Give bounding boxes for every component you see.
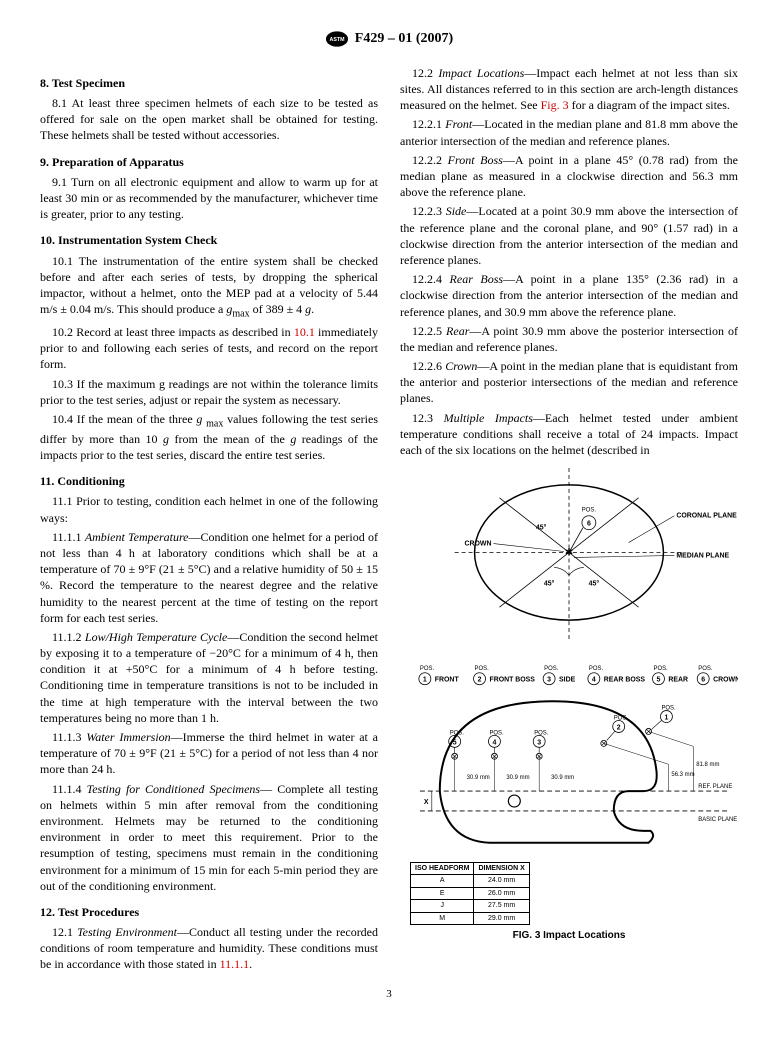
para-12-2-2: 12.2.2 Front Boss—A point in a plane 45°… xyxy=(400,152,738,201)
svg-text:X: X xyxy=(424,799,429,806)
para-11-1-1: 11.1.1 Ambient Temperature—Condition one… xyxy=(40,529,378,626)
section-8-title: 8. Test Specimen xyxy=(40,75,378,91)
svg-text:REAR BOSS: REAR BOSS xyxy=(604,677,646,684)
para-11-1-4: 11.1.4 Testing for Conditioned Specimens… xyxy=(40,781,378,894)
svg-text:REF. PLANE: REF. PLANE xyxy=(698,784,732,790)
svg-text:MEDIAN PLANE: MEDIAN PLANE xyxy=(676,553,729,560)
svg-text:3: 3 xyxy=(537,740,541,747)
svg-text:FRONT: FRONT xyxy=(435,677,460,684)
svg-text:30.9 mm: 30.9 mm xyxy=(506,775,529,781)
svg-text:1: 1 xyxy=(664,715,668,722)
ref-link-11-1-1[interactable]: 11.1.1 xyxy=(220,957,250,971)
para-11-1-3: 11.1.3 Water Immersion—Immerse the third… xyxy=(40,729,378,778)
para-8-1: 8.1 At least three specimen helmets of e… xyxy=(40,95,378,144)
svg-text:✱: ✱ xyxy=(565,548,573,559)
svg-text:45°: 45° xyxy=(536,524,547,532)
para-12-1: 12.1 Testing Environment—Conduct all tes… xyxy=(40,924,378,973)
svg-text:45°: 45° xyxy=(544,580,555,588)
svg-text:45°: 45° xyxy=(589,580,600,588)
svg-text:30.9 mm: 30.9 mm xyxy=(467,775,490,781)
para-12-3: 12.3 Multiple Impacts—Each helmet tested… xyxy=(400,410,738,459)
svg-text:5: 5 xyxy=(657,677,661,684)
svg-text:3: 3 xyxy=(547,677,551,684)
svg-text:POS.: POS. xyxy=(475,666,490,672)
svg-text:1: 1 xyxy=(423,677,427,684)
section-9-title: 9. Preparation of Apparatus xyxy=(40,154,378,170)
svg-text:POS.: POS. xyxy=(589,666,604,672)
para-10-3: 10.3 If the maximum g readings are not w… xyxy=(40,376,378,408)
svg-text:CROWN: CROWN xyxy=(713,677,738,684)
svg-text:6: 6 xyxy=(587,521,591,528)
ref-link-10-1[interactable]: 10.1 xyxy=(294,325,315,339)
svg-text:5: 5 xyxy=(453,740,457,747)
section-10-title: 10. Instrumentation System Check xyxy=(40,232,378,248)
para-9-1: 9.1 Turn on all electronic equipment and… xyxy=(40,174,378,223)
svg-text:4: 4 xyxy=(592,677,596,684)
para-10-4: 10.4 If the mean of the three g max valu… xyxy=(40,411,378,463)
section-12-title: 12. Test Procedures xyxy=(40,904,378,920)
svg-text:CORONAL PLANE: CORONAL PLANE xyxy=(676,513,737,520)
svg-text:6: 6 xyxy=(701,677,705,684)
designation: F429 – 01 (2007) xyxy=(355,30,453,49)
svg-text:CROWN: CROWN xyxy=(464,541,491,548)
svg-text:SIDE: SIDE xyxy=(559,677,576,684)
content-columns: 8. Test Specimen 8.1 At least three spec… xyxy=(40,65,738,975)
svg-text:POS.: POS. xyxy=(582,508,597,514)
para-12-2-6: 12.2.6 Crown—A point in the median plane… xyxy=(400,358,738,407)
svg-text:30.9 mm: 30.9 mm xyxy=(551,775,574,781)
svg-text:POS.: POS. xyxy=(544,666,559,672)
svg-text:4: 4 xyxy=(493,740,497,747)
svg-text:2: 2 xyxy=(617,725,621,732)
page-header: ASTM F429 – 01 (2007) xyxy=(40,30,738,49)
figure-3-caption: FIG. 3 Impact Locations xyxy=(400,929,738,943)
astm-logo: ASTM xyxy=(325,30,349,48)
para-12-2-3: 12.2.3 Side—Located at a point 30.9 mm a… xyxy=(400,203,738,268)
figure-3-svg: ✱ 6 POS. CROWN CORONAL PLANE MEDIAN PLAN… xyxy=(400,468,738,886)
svg-text:81.8 mm: 81.8 mm xyxy=(696,762,719,768)
para-10-2: 10.2 Record at least three impacts as de… xyxy=(40,324,378,373)
section-11-title: 11. Conditioning xyxy=(40,473,378,489)
figure-3: ✱ 6 POS. CROWN CORONAL PLANE MEDIAN PLAN… xyxy=(400,468,738,942)
svg-text:ASTM: ASTM xyxy=(329,37,345,43)
svg-text:POS.: POS. xyxy=(653,666,668,672)
svg-text:FRONT BOSS: FRONT BOSS xyxy=(489,677,535,684)
para-12-2-4: 12.2.4 Rear Boss—A point in a plane 135°… xyxy=(400,271,738,320)
para-11-1: 11.1 Prior to testing, condition each he… xyxy=(40,493,378,525)
ref-link-fig-3[interactable]: Fig. 3 xyxy=(541,98,569,112)
para-11-1-2: 11.1.2 Low/High Temperature Cycle—Condit… xyxy=(40,629,378,726)
svg-text:POS.: POS. xyxy=(698,666,713,672)
para-10-1: 10.1 The instrumentation of the entire s… xyxy=(40,253,378,321)
para-12-2-1: 12.2.1 Front—Located in the median plane… xyxy=(400,116,738,148)
svg-text:2: 2 xyxy=(478,677,482,684)
page-number: 3 xyxy=(40,987,738,1002)
svg-text:BASIC PLANE: BASIC PLANE xyxy=(698,817,737,823)
para-12-2-5: 12.2.5 Rear—A point 30.9 mm above the po… xyxy=(400,323,738,355)
svg-text:REAR: REAR xyxy=(668,677,688,684)
svg-text:56.3 mm: 56.3 mm xyxy=(671,772,694,778)
para-12-2: 12.2 Impact Locations—Impact each helmet… xyxy=(400,65,738,114)
svg-text:POS.: POS. xyxy=(420,666,435,672)
